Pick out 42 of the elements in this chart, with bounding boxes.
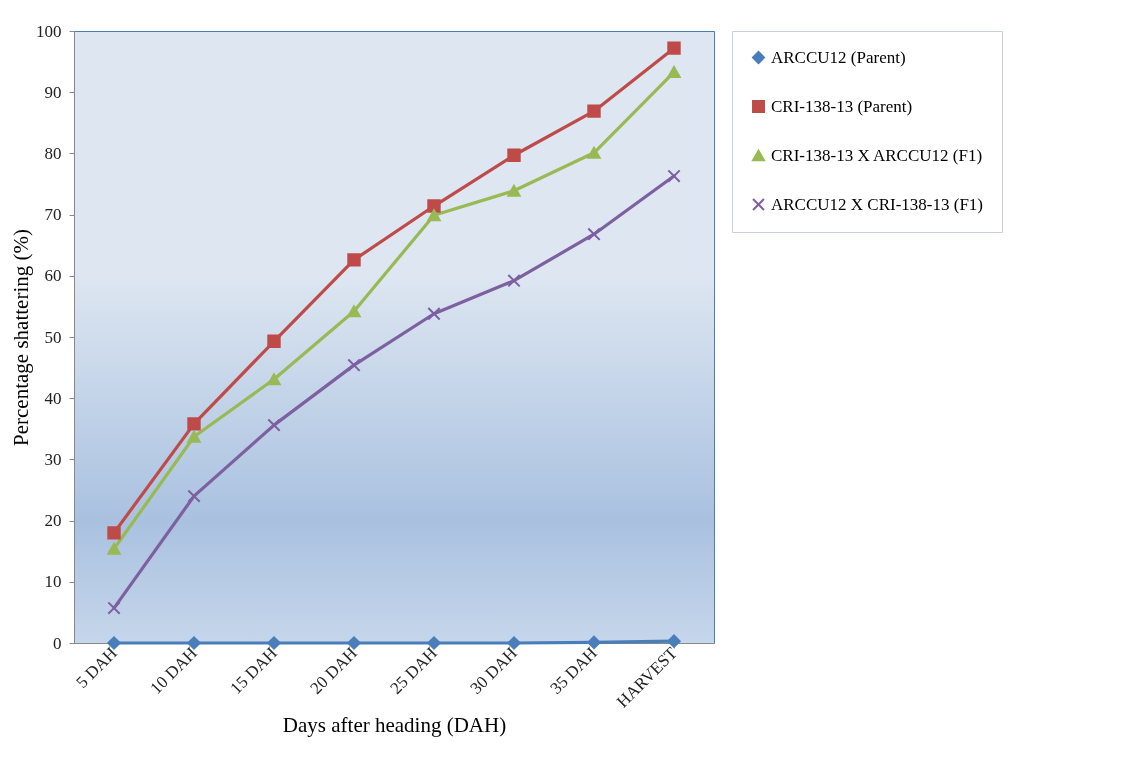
point — [267, 334, 281, 348]
point — [587, 146, 601, 159]
y-tick-label: 50 — [44, 327, 62, 347]
y-axis-title: Percentage shattering (%) — [9, 229, 33, 446]
legend-label: ARCCU12 X CRI-138-13 (F1) — [771, 194, 984, 214]
point — [347, 253, 361, 267]
y-tick-label: 100 — [36, 21, 62, 41]
point — [187, 489, 201, 503]
legend-label: ARCCU12 (Parent) — [771, 47, 906, 67]
legend-label: CRI-138-13 X ARCCU12 (F1) — [771, 145, 983, 165]
y-tick-label: 0 — [53, 633, 62, 653]
point — [667, 66, 681, 78]
y-tick-label: 80 — [44, 143, 62, 163]
point — [507, 184, 521, 197]
x-axis-title: Days after heading (DAH) — [282, 712, 507, 737]
point — [507, 273, 521, 288]
point — [107, 601, 121, 615]
y-tick-label: 20 — [44, 511, 62, 531]
point — [427, 199, 441, 213]
point — [667, 41, 681, 55]
point — [187, 417, 201, 431]
point — [347, 305, 361, 318]
legend-label: CRI-138-13 (Parent) — [771, 96, 913, 116]
point — [347, 358, 361, 372]
point — [427, 209, 441, 222]
point — [267, 418, 281, 432]
y-tick-label: 40 — [44, 388, 62, 408]
y-tick-label: 90 — [44, 82, 62, 102]
point — [267, 373, 281, 386]
point — [107, 542, 121, 555]
y-tick-label: 30 — [44, 449, 62, 469]
point — [107, 526, 121, 540]
point — [667, 169, 681, 183]
point — [187, 430, 201, 443]
y-tick-label: 10 — [44, 572, 62, 592]
point — [667, 634, 681, 648]
y-tick-label: 70 — [44, 205, 62, 225]
point — [507, 148, 521, 162]
point — [427, 307, 441, 321]
y-tick-label: 60 — [44, 266, 62, 286]
point — [587, 227, 601, 241]
point — [587, 104, 601, 118]
